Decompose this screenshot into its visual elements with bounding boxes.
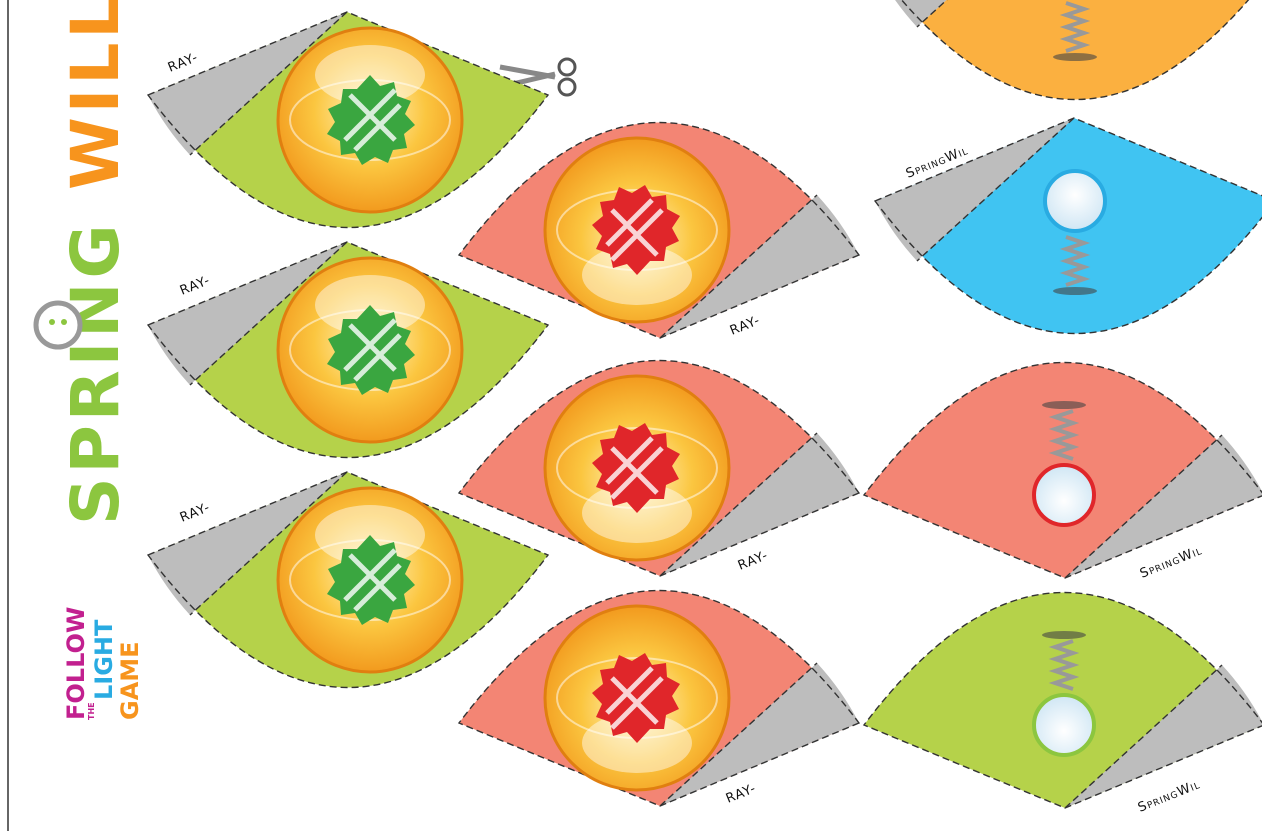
tagline-word: GAME xyxy=(116,641,144,720)
arrows xyxy=(605,436,664,500)
cut-line xyxy=(900,0,1250,100)
cut-line xyxy=(146,11,550,228)
cone-label: RAY- xyxy=(166,50,201,76)
cone-label: RAY- xyxy=(724,781,759,807)
face xyxy=(1043,169,1107,233)
arrows xyxy=(605,198,664,262)
logo-icon xyxy=(33,300,83,350)
cut-line xyxy=(457,590,861,807)
cone-label: RAY- xyxy=(728,313,763,339)
arrows xyxy=(343,318,402,382)
logo: SPRING WILL xyxy=(57,0,134,525)
brand-start: SPRING xyxy=(57,220,134,525)
cut-line xyxy=(146,471,550,688)
cone-label: SpringWil xyxy=(1136,777,1203,816)
cut-line xyxy=(862,362,1262,579)
cone xyxy=(862,362,1262,579)
brand-end: WILL xyxy=(57,0,134,190)
cut-line xyxy=(146,241,550,458)
cone xyxy=(146,11,550,228)
cone xyxy=(873,117,1262,334)
cone-label: RAY- xyxy=(178,500,213,526)
cut-line xyxy=(873,117,1262,334)
cut-line xyxy=(862,592,1262,809)
cone xyxy=(457,590,861,807)
cone xyxy=(146,471,550,688)
cone-label: RAY- xyxy=(178,273,213,299)
arrows xyxy=(343,88,402,152)
cone-label: RAY- xyxy=(736,548,771,574)
cone xyxy=(862,592,1262,809)
cone xyxy=(457,360,861,577)
tagline-word: THE xyxy=(87,702,96,720)
arrows xyxy=(605,666,664,730)
face xyxy=(1032,463,1096,527)
face xyxy=(1032,693,1096,757)
cone xyxy=(874,0,1262,100)
cone xyxy=(146,241,550,458)
cut-line xyxy=(457,360,861,577)
cone xyxy=(457,122,861,339)
tagline: FOLLOW THE LIGHT GAME xyxy=(62,607,144,720)
tagline-word: FOLLOW xyxy=(62,607,90,720)
tagline-word: LIGHT xyxy=(90,619,118,700)
arrows xyxy=(343,548,402,612)
cut-line xyxy=(457,122,861,339)
cone-label: SpringWil xyxy=(1138,543,1205,582)
